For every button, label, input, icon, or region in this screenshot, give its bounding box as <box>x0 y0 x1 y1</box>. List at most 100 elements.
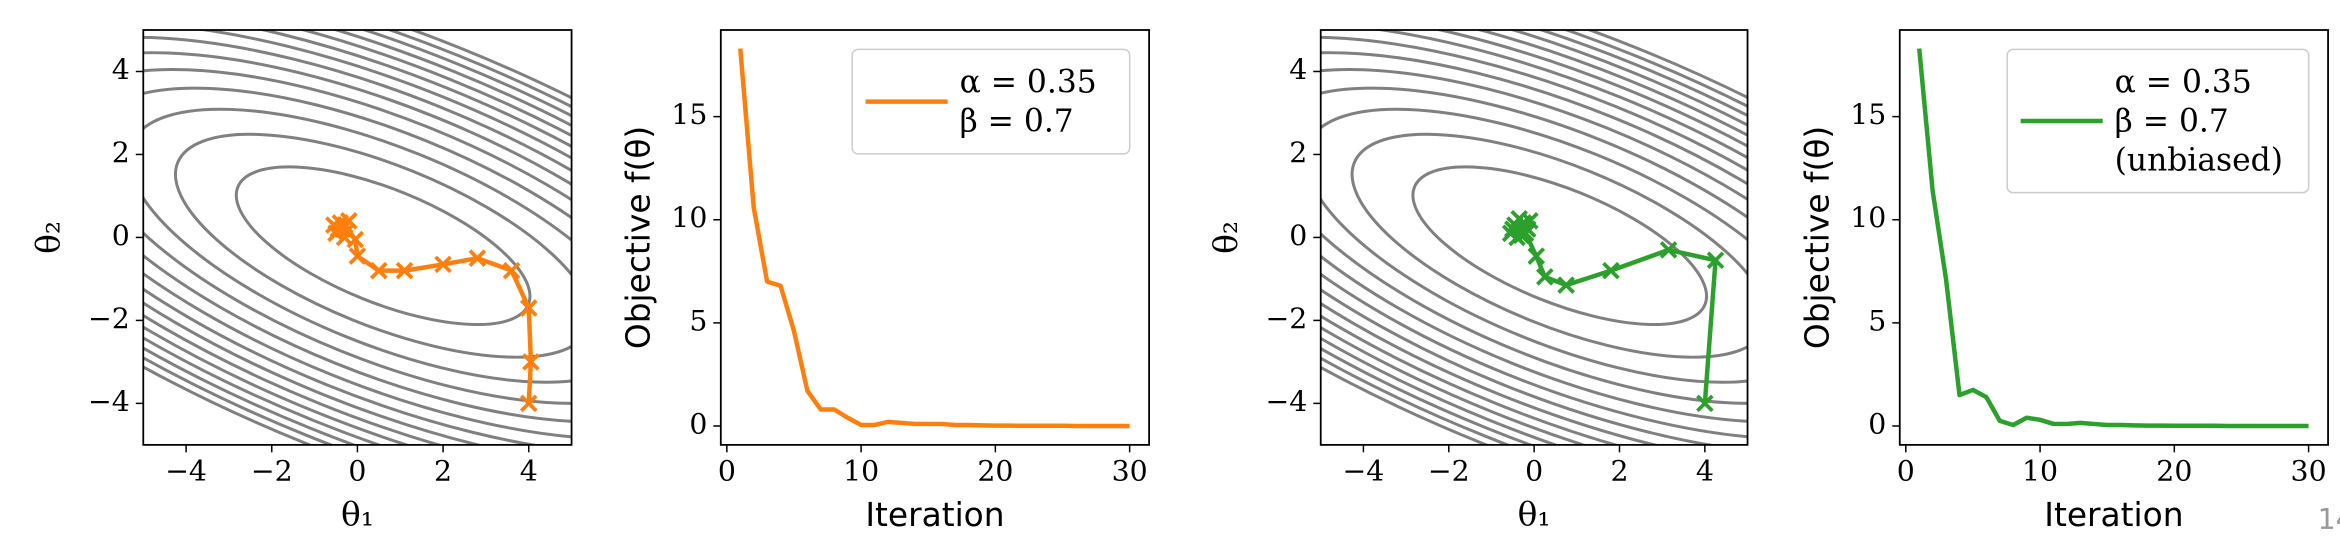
y-tick-label: 0 <box>689 408 707 441</box>
marker <box>1512 226 1531 245</box>
y-axis-label: Objective f(θ) <box>1799 126 1837 349</box>
x-axis-label: θ₁ <box>1518 496 1551 534</box>
y-tick-label: 4 <box>1289 53 1307 86</box>
contour <box>143 51 572 441</box>
contour <box>234 165 532 327</box>
x-axis-label: Iteration <box>2044 496 2183 534</box>
marker <box>468 249 487 267</box>
contour <box>143 107 572 384</box>
x-axis-label: Iteration <box>865 496 1004 534</box>
contour <box>1320 30 1748 445</box>
y-tick-label: 5 <box>1868 304 1886 337</box>
marker <box>1557 276 1575 294</box>
x-tick-label: 20 <box>2156 455 2192 488</box>
marker <box>522 353 540 371</box>
y-tick-label: 10 <box>671 201 707 234</box>
x-tick-label: 2 <box>1610 455 1628 488</box>
contour <box>1320 30 1748 445</box>
y-tick-label: 0 <box>112 219 130 252</box>
marker <box>333 220 352 238</box>
x-tick-label: 4 <box>520 455 538 488</box>
x-tick-label: 10 <box>2022 455 2058 488</box>
contour <box>1320 30 1748 445</box>
x-tick-label: −2 <box>251 455 293 488</box>
y-tick-label: −4 <box>88 385 130 418</box>
contour <box>1320 86 1748 405</box>
marker <box>370 261 388 280</box>
contour <box>1411 165 1709 327</box>
panel: 0 10 20 30 0 5 10 15 Iteration Objective f(θ) α = … <box>620 29 1151 534</box>
marker <box>1536 268 1554 286</box>
line <box>738 48 1130 429</box>
x-tick-label: 0 <box>1525 455 1543 488</box>
marker <box>1527 247 1546 265</box>
marker <box>502 261 521 280</box>
panel: −4 −2 0 2 4 −4 −2 0 2 4 θ₁ θ₂ <box>1207 29 1749 534</box>
legend-label: α = 0.35 β = 0.7 <box>959 64 1097 139</box>
contour <box>143 30 572 445</box>
y-axis-label: θ₂ <box>30 221 68 254</box>
contour <box>143 30 572 445</box>
contour <box>1320 30 1748 445</box>
contour <box>1320 68 1748 424</box>
marker <box>434 255 452 274</box>
marker <box>1706 251 1725 270</box>
x-tick-label: −4 <box>1343 455 1385 488</box>
x-tick-label: 10 <box>843 455 879 488</box>
marker <box>1506 216 1524 234</box>
y-tick-label: 2 <box>112 136 130 169</box>
x-tick-label: 30 <box>1112 455 1148 488</box>
y-tick-label: −4 <box>1265 385 1307 418</box>
x-tick-label: 20 <box>977 455 1013 488</box>
x-tick-label: 0 <box>718 455 736 488</box>
y-tick-label: 15 <box>1850 98 1886 131</box>
contours <box>1320 30 1748 445</box>
x-axis-label: θ₁ <box>341 496 374 534</box>
x-tick-label: −2 <box>1428 455 1470 488</box>
y-axis-label: Objective f(θ) <box>620 126 658 349</box>
y-tick-label: 0 <box>1868 408 1886 441</box>
y-tick-label: 15 <box>671 98 707 131</box>
y-tick-label: 10 <box>1850 201 1886 234</box>
contour <box>143 30 572 445</box>
legend-label-wrap: α = 0.35 β = 0.7 <box>959 64 1097 139</box>
legend-box <box>2006 48 2310 194</box>
panel: 0 10 20 30 0 5 10 15 Iteration Objective f(θ) α = … <box>1799 29 2329 534</box>
marker <box>519 299 538 317</box>
panel: −4 −2 0 2 4 −4 −2 0 2 4 θ₁ θ₂ <box>30 29 573 534</box>
marker <box>395 261 414 280</box>
marker <box>1696 394 1714 413</box>
y-tick-label: 0 <box>1289 219 1307 252</box>
x-tick-label: −4 <box>165 455 207 488</box>
contour <box>143 35 572 445</box>
legend-label: α = 0.35 β = 0.7 (unbiased) <box>2114 64 2283 178</box>
y-tick-label: 2 <box>1289 136 1307 169</box>
x-tick-label: 30 <box>2291 455 2327 488</box>
y-tick-label: 4 <box>112 53 130 86</box>
contour <box>1320 107 1748 384</box>
contours <box>143 30 572 445</box>
marker <box>348 247 367 265</box>
marker <box>1659 241 1678 259</box>
contour <box>1320 30 1748 445</box>
x-tick-label: 2 <box>434 455 452 488</box>
axes-frame <box>719 29 1151 446</box>
legend-label-wrap: α = 0.35 β = 0.7 (unbiased) <box>2114 64 2283 178</box>
marker <box>1602 261 1620 280</box>
page-number: 14 <box>2318 503 2340 536</box>
x-tick-label: 0 <box>348 455 366 488</box>
contour <box>143 86 572 405</box>
contour <box>1320 30 1748 445</box>
line <box>1916 48 2309 429</box>
legend-box <box>851 48 1131 155</box>
contour <box>143 30 572 445</box>
contour <box>1320 51 1748 441</box>
y-tick-label: −2 <box>88 302 130 335</box>
contour <box>1320 35 1748 445</box>
x-tick-label: 0 <box>1897 455 1915 488</box>
contour <box>1350 132 1748 359</box>
contour <box>143 30 572 445</box>
contour <box>143 30 572 445</box>
y-tick-label: −2 <box>1265 302 1307 335</box>
